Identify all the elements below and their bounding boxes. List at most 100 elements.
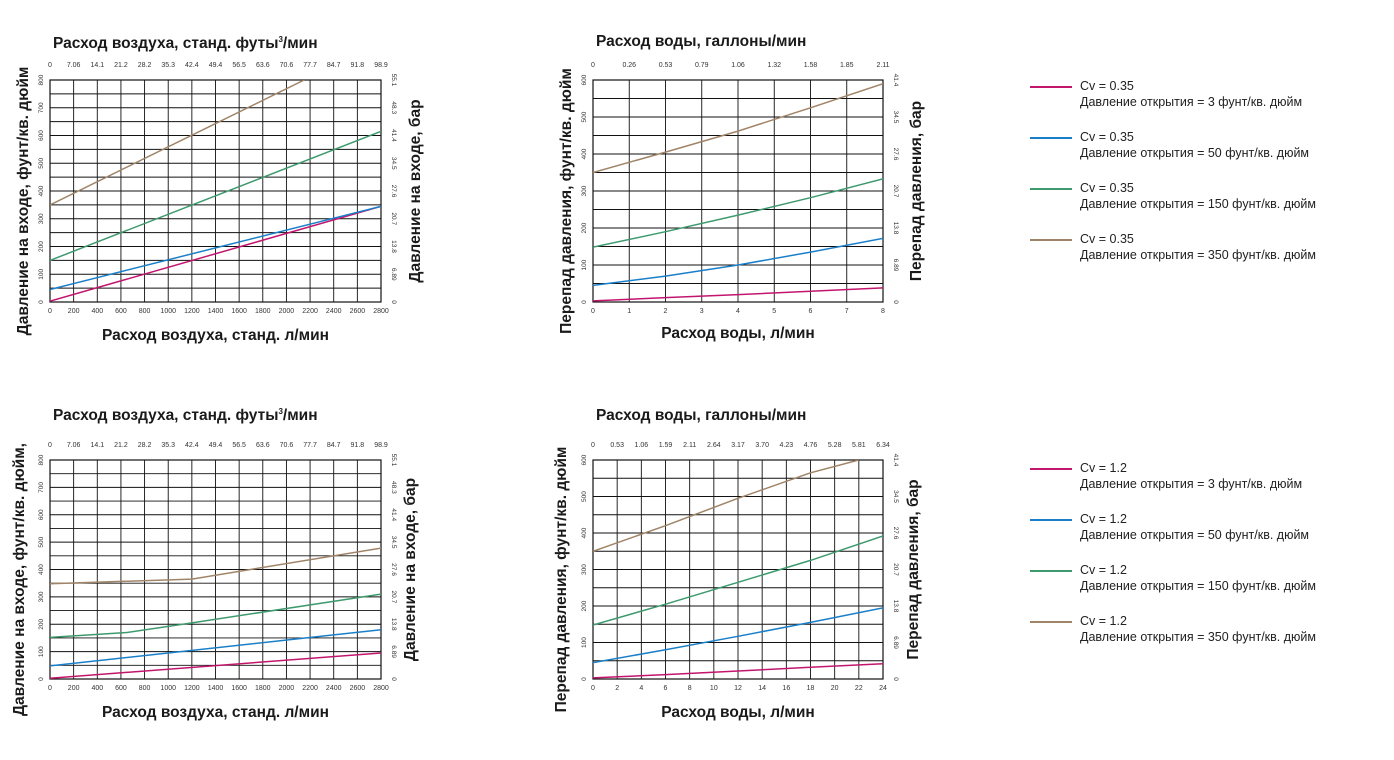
series-line [593, 237, 883, 287]
x-tick-label: 6 [809, 308, 813, 315]
right-tick-label: 34.5 [390, 536, 397, 549]
y-tick-label: 200 [581, 222, 588, 233]
series-line [50, 205, 381, 291]
right-tick-label: 0 [892, 677, 899, 681]
x-tick-label: 1 [627, 308, 631, 315]
top-tick-label: 7.06 [67, 442, 81, 449]
y-tick-label: 300 [581, 185, 588, 196]
right-tick-label: 20.7 [892, 563, 899, 576]
top-tick-label: 35.3 [161, 442, 175, 449]
top-tick-label: 1.32 [767, 62, 781, 69]
right-tick-label: 41.4 [390, 508, 397, 521]
series-line [593, 82, 883, 174]
x-tick-label: 18 [807, 685, 815, 692]
x-tick-label: 1800 [255, 685, 271, 692]
legend-cv-12: Cv = 1.2 Давление открытия = 3 фунт/кв. д… [1030, 460, 1390, 664]
legend-cv-label: Cv = 1.2 [1080, 512, 1127, 526]
y-tick-label: 400 [581, 148, 588, 159]
x-tick-label: 7 [845, 308, 849, 315]
legend-cv-label: Cv = 0.35 [1080, 181, 1134, 195]
top-tick-label: 98.9 [374, 62, 388, 69]
top-tick-label: 42.4 [185, 442, 199, 449]
top-tick-label: 21.2 [114, 442, 128, 449]
legend-cv-035: Cv = 0.35 Давление открытия = 3 фунт/кв. … [1030, 78, 1390, 282]
right-tick-label: 6.89 [892, 259, 899, 272]
y-tick-label: 400 [581, 527, 588, 538]
top-tick-label: 91.8 [351, 62, 365, 69]
legend-cv-label: Cv = 1.2 [1080, 461, 1127, 475]
y-axis-label: Перепад давления, фунт/кв. дюйм [553, 447, 570, 713]
top-tick-label: 28.2 [138, 62, 152, 69]
right-tick-label: 41.4 [892, 454, 899, 467]
right-tick-label: 34.5 [892, 490, 899, 503]
legend-cv-label: Cv = 0.35 [1080, 130, 1134, 144]
x-tick-label: 800 [139, 308, 151, 315]
x-tick-label: 0 [591, 308, 595, 315]
y-tick-label: 0 [581, 677, 588, 681]
y-tick-label: 200 [38, 618, 45, 629]
chart-title: Расход воздуха, станд. футы3/мин [53, 35, 318, 52]
legend-swatch [1030, 468, 1072, 470]
x-tick-label: 400 [91, 308, 103, 315]
chart-title: Расход воды, галлоны/мин [596, 33, 806, 50]
chart-title: Расход воды, галлоны/мин [596, 407, 806, 424]
x-tick-label: 8 [881, 308, 885, 315]
top-tick-label: 6.34 [876, 442, 890, 449]
x-axis-label: Расход воды, л/мин [661, 704, 815, 721]
y-tick-label: 400 [38, 564, 45, 575]
x-tick-label: 20 [831, 685, 839, 692]
chart-1: 0 200 400 600 800 1000 1200 1400 1600 1800 2000 220… [15, 35, 424, 344]
x-tick-label: 2600 [350, 308, 366, 315]
top-tick-label: 49.4 [209, 442, 223, 449]
x-tick-label: 12 [734, 685, 742, 692]
right-tick-label: 13.8 [892, 222, 899, 235]
x-tick-label: 800 [139, 685, 151, 692]
y-axis-label-right: Перепад давления, бар [908, 101, 925, 281]
right-tick-label: 13.8 [892, 600, 899, 613]
y-axis-label-right: Перепад давления, бар [905, 479, 922, 659]
top-tick-label: 63.6 [256, 442, 270, 449]
series-line [593, 287, 883, 302]
top-tick-label: 4.76 [804, 442, 818, 449]
series-line [593, 607, 883, 664]
top-tick-label: 63.6 [256, 62, 270, 69]
top-tick-label: 1.85 [840, 62, 854, 69]
legend-pressure-label: Давление открытия = 50 фунт/кв. дюйм [1080, 146, 1310, 160]
y-tick-label: 500 [38, 157, 45, 168]
series-line [593, 460, 859, 553]
legend-swatch [1030, 621, 1072, 623]
x-tick-label: 10 [710, 685, 718, 692]
right-tick-label: 27.6 [892, 148, 899, 161]
right-tick-label: 55.1 [390, 74, 397, 87]
y-tick-label: 600 [581, 74, 588, 85]
y-tick-label: 500 [581, 491, 588, 502]
legend-pressure-label: Давление открытия = 350 фунт/кв. дюйм [1080, 248, 1316, 262]
x-tick-label: 1400 [208, 685, 224, 692]
right-tick-label: 6.89 [892, 636, 899, 649]
right-tick-label: 0 [390, 300, 397, 304]
y-tick-label: 0 [581, 300, 588, 304]
right-tick-label: 41.4 [390, 129, 397, 142]
legend-pressure-label: Давление открытия = 150 фунт/кв. дюйм [1080, 579, 1316, 593]
legend-cv-label: Cv = 1.2 [1080, 614, 1127, 628]
right-tick-label: 20.7 [390, 212, 397, 225]
x-tick-label: 2400 [326, 308, 342, 315]
x-tick-label: 0 [591, 685, 595, 692]
top-tick-label: 35.3 [161, 62, 175, 69]
chart-title: Расход воздуха, станд. футы3/мин [53, 407, 318, 424]
x-tick-label: 4 [639, 685, 643, 692]
right-tick-label: 48.3 [390, 481, 397, 494]
series-line [50, 593, 381, 639]
top-tick-label: 0.26 [622, 62, 636, 69]
x-tick-label: 1000 [160, 308, 176, 315]
y-axis-label: Перепад давления, фунт/кв. дюйм [558, 68, 575, 334]
top-tick-label: 56.5 [232, 442, 246, 449]
right-tick-label: 27.6 [390, 563, 397, 576]
x-tick-label: 1000 [160, 685, 176, 692]
top-tick-label: 7.06 [67, 62, 81, 69]
x-axis-label: Расход воздуха, станд. л/мин [102, 327, 329, 344]
x-tick-label: 200 [68, 685, 80, 692]
x-tick-label: 4 [736, 308, 740, 315]
legend-item: Cv = 1.2 Давление открытия = 150 фунт/кв.… [1030, 562, 1390, 610]
top-tick-label: 0 [48, 442, 52, 449]
